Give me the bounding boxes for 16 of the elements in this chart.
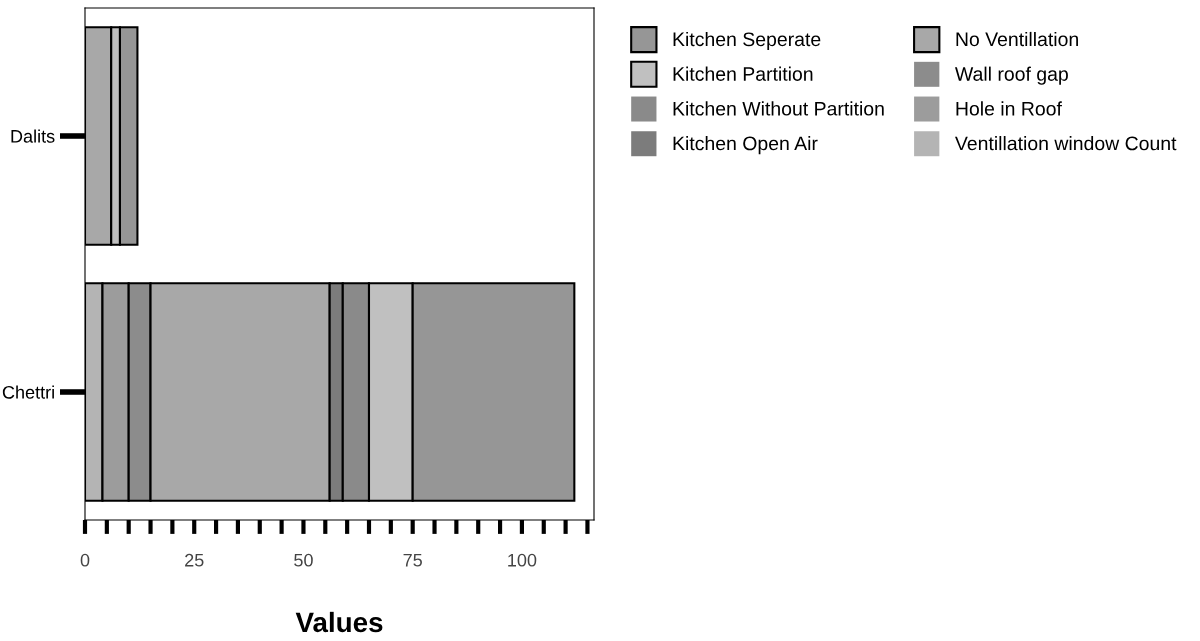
legend-label: Wall roof gap <box>955 66 1068 85</box>
legend-label: Kitchen Partition <box>673 66 813 81</box>
legend-label: No Ventillation <box>956 31 1078 47</box>
x-tick-label: 75 <box>403 554 422 567</box>
y-tick-label: Chettri <box>2 385 54 399</box>
legend-label: Kitchen Seperate <box>673 31 821 51</box>
x-tick-label: 25 <box>185 553 204 567</box>
legend-label: Hole in Roof <box>956 101 1062 116</box>
x-axis-title: Values <box>295 611 383 633</box>
legend-label: Kitchen Without Partition <box>673 101 884 116</box>
legend-label: Kitchen Open Air <box>673 136 818 155</box>
x-tick-label: 100 <box>508 553 537 567</box>
legend-label: Ventillation window Count <box>955 136 1177 151</box>
x-tick-label: 50 <box>294 553 313 567</box>
x-tick-label: 0 <box>80 553 90 567</box>
y-tick-label: Dalits <box>11 129 55 143</box>
